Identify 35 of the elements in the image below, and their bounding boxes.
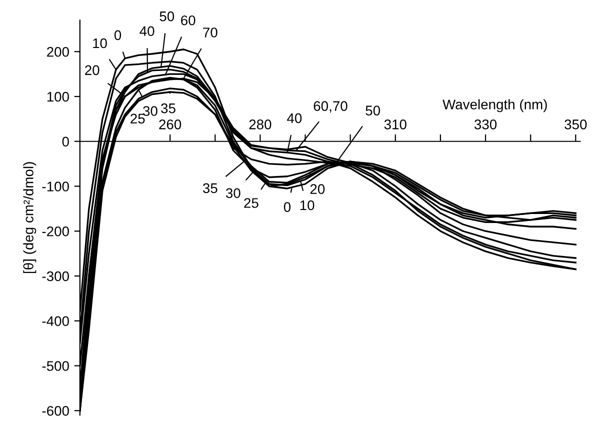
x-tick-label: 260 [159, 120, 182, 130]
annotation: 50 [366, 106, 380, 116]
annotation: 30 [143, 106, 158, 116]
x-tick-label: 330 [474, 120, 497, 130]
annotation: 20 [85, 65, 100, 76]
y-axis-title: [θ] (deg cm²/dmol) [23, 162, 36, 274]
annotation: 40 [140, 26, 154, 36]
x-tick-label: 350 [564, 120, 587, 130]
y-tick-label: 0 [62, 136, 69, 147]
annotation: 25 [244, 198, 258, 208]
y-tick-label: 100 [47, 92, 69, 102]
annotation: 25 [130, 114, 145, 124]
annotation: 50 [160, 11, 174, 22]
annotation: 35 [202, 183, 218, 194]
y-tick-label: -500 [42, 361, 69, 371]
y-tick-label: -600 [42, 406, 69, 416]
annotation: 35 [161, 103, 176, 114]
y-tick-label: -200 [42, 226, 69, 236]
y-tick-label: -300 [42, 271, 69, 282]
y-tick-label: 200 [47, 46, 69, 57]
x-tick-label: 310 [384, 120, 406, 130]
x-tick-label: 280 [249, 120, 272, 130]
annotation: 10 [93, 38, 107, 48]
annotation: 0 [284, 202, 291, 212]
annotation: 0 [114, 30, 122, 40]
annotation: 70 [203, 28, 218, 38]
annotation: 60,70 [314, 101, 348, 113]
annotation: 30 [226, 188, 240, 198]
annotation: 40 [287, 113, 302, 124]
x-axis-title: Wavelength (nm) [442, 99, 547, 112]
annotation: 20 [310, 184, 325, 194]
y-tick-label: -400 [42, 316, 69, 326]
annotation: 10 [300, 200, 314, 210]
y-tick-label: -100 [42, 182, 69, 192]
annotation: 60 [181, 15, 196, 26]
